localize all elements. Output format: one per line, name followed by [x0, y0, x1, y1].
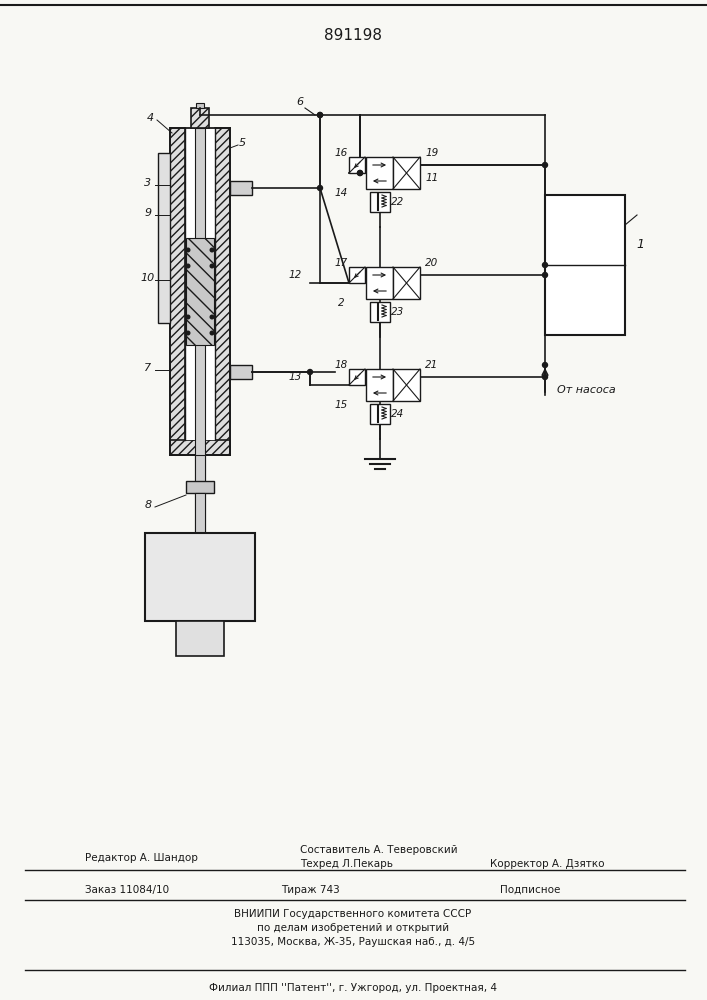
Circle shape: [542, 272, 547, 277]
Text: 20: 20: [426, 258, 438, 268]
Text: Заказ 11084/10: Заказ 11084/10: [85, 885, 169, 895]
Circle shape: [186, 315, 189, 319]
Text: 891198: 891198: [324, 27, 382, 42]
Bar: [191, 108, 209, 128]
Text: 22: 22: [392, 197, 404, 207]
Bar: [195, 455, 205, 485]
Bar: [230, 181, 252, 195]
Circle shape: [542, 374, 547, 379]
Text: 13: 13: [288, 372, 302, 382]
Bar: [158, 153, 170, 323]
Bar: [145, 533, 255, 621]
Text: 12: 12: [288, 270, 302, 280]
Bar: [393, 267, 420, 299]
Text: 113035, Москва, Ж-35, Раушская наб., д. 4/5: 113035, Москва, Ж-35, Раушская наб., д. …: [231, 937, 475, 947]
Bar: [366, 157, 393, 189]
Text: От насоса: От насоса: [557, 385, 616, 395]
Bar: [230, 365, 252, 379]
Text: Редактор А. Шандор: Редактор А. Шандор: [85, 853, 198, 863]
Bar: [370, 192, 390, 212]
Text: 19: 19: [426, 148, 438, 158]
Bar: [195, 128, 205, 540]
Text: Филиал ППП ''Патент'', г. Ужгород, ул. Проектная, 4: Филиал ППП ''Патент'', г. Ужгород, ул. П…: [209, 983, 497, 993]
Text: 2: 2: [338, 298, 344, 308]
Text: Составитель А. Теверовский: Составитель А. Теверовский: [300, 845, 457, 855]
Text: 15: 15: [334, 400, 348, 410]
Bar: [196, 103, 204, 108]
Bar: [176, 621, 224, 656]
Bar: [349, 267, 365, 283]
Bar: [186, 481, 214, 493]
Text: Тираж 743: Тираж 743: [281, 885, 339, 895]
Text: 8: 8: [144, 500, 151, 510]
Text: 14: 14: [334, 188, 348, 198]
Bar: [370, 404, 390, 424]
Circle shape: [210, 315, 214, 319]
Text: 9: 9: [144, 208, 151, 218]
Bar: [349, 369, 365, 385]
Circle shape: [186, 264, 189, 268]
Circle shape: [542, 162, 547, 167]
Text: 21: 21: [426, 360, 438, 370]
Text: 3: 3: [144, 178, 151, 188]
Circle shape: [542, 362, 547, 367]
Bar: [393, 157, 420, 189]
Bar: [186, 238, 214, 345]
Text: 5: 5: [238, 138, 245, 148]
Text: 4: 4: [146, 113, 153, 123]
Bar: [366, 267, 393, 299]
Text: ВНИИПИ Государственного комитета СССР: ВНИИПИ Государственного комитета СССР: [235, 909, 472, 919]
Bar: [170, 128, 185, 455]
Text: 17: 17: [334, 258, 348, 268]
Circle shape: [186, 248, 189, 252]
Circle shape: [186, 331, 189, 335]
Text: Подписное: Подписное: [500, 885, 561, 895]
Circle shape: [358, 170, 363, 176]
Text: Техред Л.Пекарь: Техред Л.Пекарь: [300, 859, 393, 869]
Text: 24: 24: [392, 409, 404, 419]
Circle shape: [317, 112, 322, 117]
Circle shape: [308, 369, 312, 374]
Circle shape: [358, 170, 363, 176]
Text: 10: 10: [141, 273, 155, 283]
Circle shape: [542, 262, 547, 267]
Bar: [215, 128, 230, 455]
Bar: [170, 440, 230, 455]
Circle shape: [210, 264, 214, 268]
Text: Корректор А. Дзятко: Корректор А. Дзятко: [490, 859, 604, 869]
Bar: [370, 302, 390, 322]
Text: 16: 16: [334, 148, 348, 158]
Text: 11: 11: [426, 173, 438, 183]
Text: 23: 23: [392, 307, 404, 317]
Bar: [545, 195, 625, 335]
Bar: [195, 493, 205, 533]
Text: 7: 7: [144, 363, 151, 373]
Text: 1: 1: [636, 238, 644, 251]
Circle shape: [210, 331, 214, 335]
Circle shape: [317, 186, 322, 190]
Bar: [393, 369, 420, 401]
Bar: [185, 128, 215, 440]
Circle shape: [210, 248, 214, 252]
Circle shape: [317, 112, 322, 117]
Bar: [366, 369, 393, 401]
Text: по делам изобретений и открытий: по делам изобретений и открытий: [257, 923, 449, 933]
Text: 6: 6: [296, 97, 303, 107]
Bar: [349, 157, 365, 173]
Text: 18: 18: [334, 360, 348, 370]
